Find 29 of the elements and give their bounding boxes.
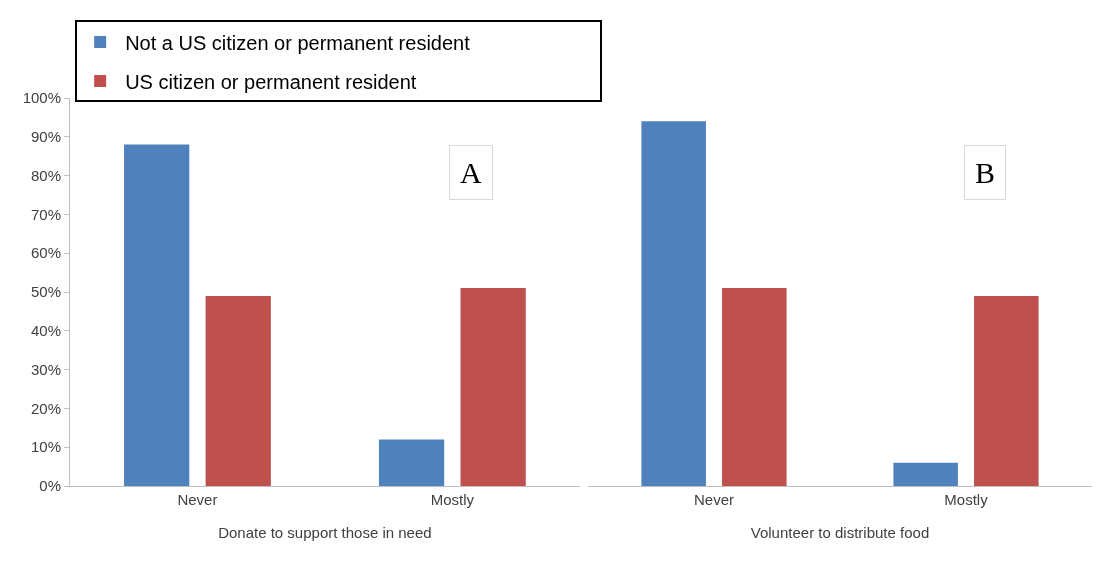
bar [893,462,958,486]
bar [641,121,706,486]
y-tick-label: 0% [39,477,61,495]
legend-label: US citizen or permanent resident [125,70,417,93]
x-tick-label: Mostly [944,491,989,508]
y-tick-label: 90% [30,128,61,146]
y-tick-label: 100% [22,89,61,107]
annotation: A [460,156,482,189]
x-tick-label: Never [177,491,218,508]
bar [124,144,190,486]
y-tick-label: 30% [30,360,61,378]
y-tick-label: 60% [30,244,61,262]
bar [460,288,526,486]
annotation: B [975,156,996,189]
x-axis-title: Volunteer to distribute food [750,524,930,541]
y-tick-label: 40% [30,322,61,340]
y-tick-label: 50% [30,283,61,301]
y-tick-label: 10% [30,438,61,456]
bar [378,439,445,486]
x-axis-title: Donate to support those in need [218,524,432,541]
y-tick-label: 70% [30,205,61,223]
bar [722,288,787,486]
bar [205,295,271,486]
bar [974,295,1039,486]
y-tick-label: 80% [30,166,61,184]
y-tick-label: 20% [30,399,61,417]
x-tick-label: Never [693,491,735,508]
x-tick-label: Mostly [430,491,475,508]
legend-label: Not a US citizen or permanent resident [125,31,471,54]
